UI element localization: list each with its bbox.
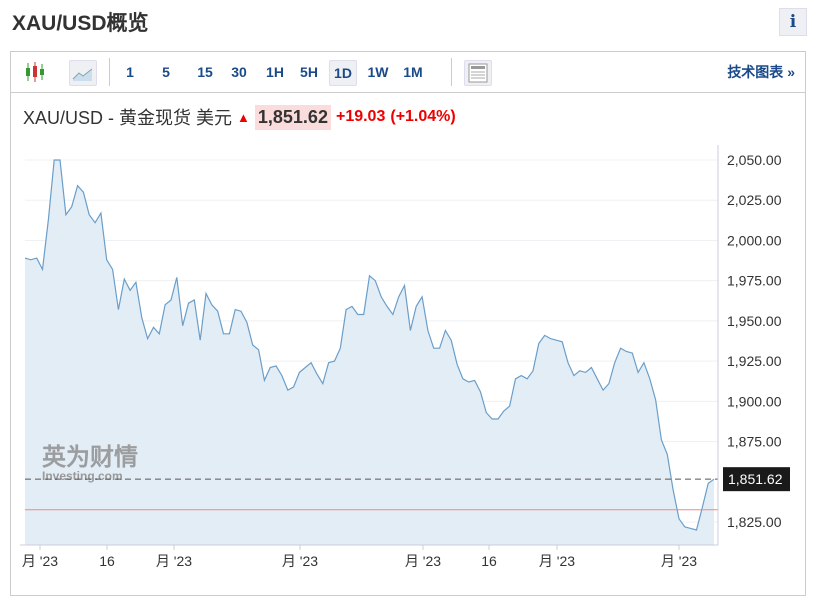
price-line [24,159,715,531]
y-tick-label: 2,050.00 [727,152,782,168]
y-tick-label: 2,000.00 [727,232,782,248]
interval-1D[interactable]: 1D [329,60,357,86]
x-tick-label: 16 [481,553,497,569]
last-price-tag-label: 1,851.62 [728,471,783,487]
interval-5[interactable]: 5 [162,64,170,80]
table-icon [468,63,488,83]
divider [451,58,452,86]
x-tick-label: 月 '23 [22,553,58,569]
x-tick-label: 月 '23 [156,553,192,569]
interval-30[interactable]: 30 [231,64,247,80]
technical-chart-link[interactable]: 技术图表 » [727,64,795,80]
y-tick-label: 1,875.00 [727,434,782,450]
x-tick-label: 月 '23 [405,553,441,569]
interval-1M[interactable]: 1M [403,64,423,80]
y-tick-label: 1,825.00 [727,514,782,530]
y-tick-label: 1,900.00 [727,393,782,409]
area-fill [25,160,714,545]
divider [109,58,110,86]
watermark-logo: 英为财情 [42,444,138,471]
y-tick-label: 2,025.00 [727,192,782,208]
y-tick-label: 1,925.00 [727,353,782,369]
candlestick-icon[interactable] [23,60,47,84]
price-change-percent: (+1.04%) [390,108,456,125]
x-tick-label: 月 '23 [661,553,697,569]
page-title: XAU/USD概览 [12,12,149,35]
price-change: +19.03 [335,108,386,125]
arrow-up-icon: ▲ [237,109,250,125]
interval-15[interactable]: 15 [197,64,213,80]
table-view-button[interactable] [464,60,492,86]
last-price-tag [723,467,790,492]
y-tick-label: 1,950.00 [727,313,782,329]
interval-1H[interactable]: 1H [266,64,284,80]
last-price: 1,851.62 [254,104,331,130]
watermark-logo-en: Investing.com [42,469,123,483]
interval-1[interactable]: 1 [126,64,134,80]
info-button[interactable]: i [779,8,807,36]
x-tick-label: 16 [99,553,115,569]
chart-toolbar: 1 5 15 30 1H 5H 1D 1W 1M 技术图表 » [11,52,805,93]
interval-5H[interactable]: 5H [300,64,318,80]
area-chart-icon [72,68,93,81]
quote-line: XAU/USD - 黄金现货 美元 ▲ 1,851.62 +19.03 (+1.… [23,104,456,130]
x-tick-label: 月 '23 [539,553,575,569]
area-chart-button[interactable] [69,60,97,86]
interval-1W[interactable]: 1W [367,64,389,80]
y-tick-label: 1,975.00 [727,273,782,289]
x-tick-label: 月 '23 [282,553,318,569]
chart-panel: 1 5 15 30 1H 5H 1D 1W 1M 技术图表 » XAU/USD - 黄金现货 美… [10,51,806,596]
instrument-name: XAU/USD - 黄金现货 美元 [23,108,233,128]
